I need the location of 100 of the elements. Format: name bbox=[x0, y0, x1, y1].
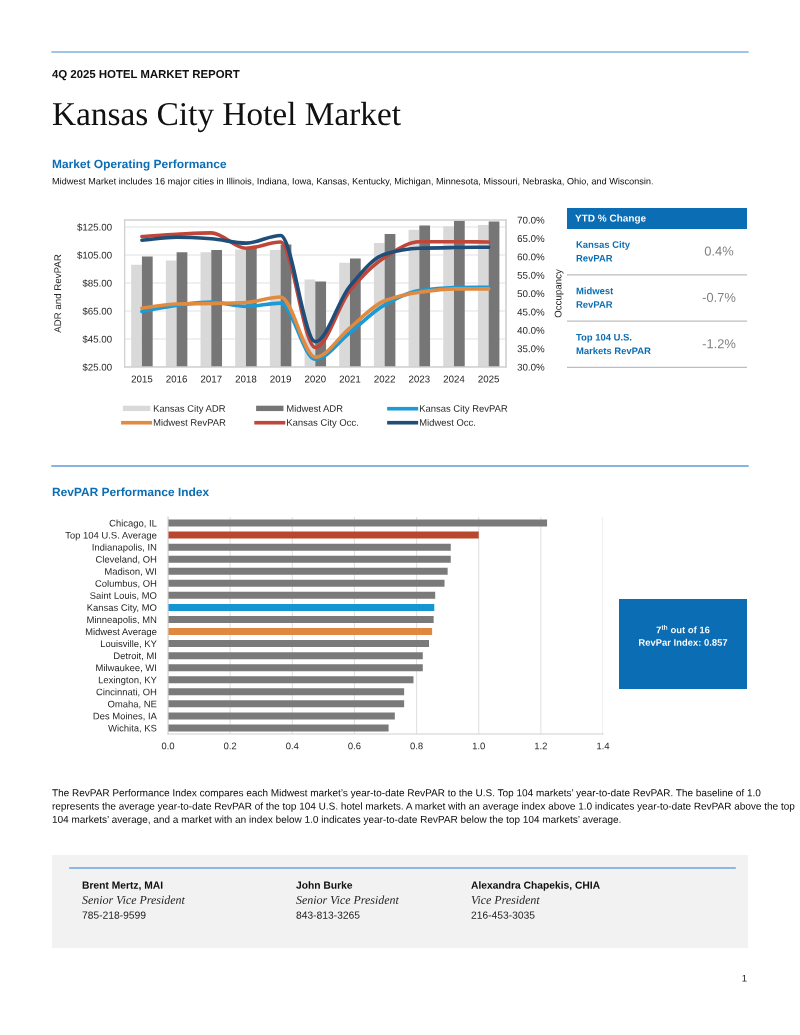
y-axis-title: ADR and RevPAR bbox=[54, 254, 62, 333]
text: 785-218-9599 bbox=[82, 911, 146, 919]
y-tick-label: Lexington, KY bbox=[98, 676, 157, 686]
bar bbox=[168, 555, 451, 563]
y-tick-label: Omaha, NE bbox=[108, 700, 157, 709]
text: 1 bbox=[742, 974, 747, 982]
y2-axis-title: Occupancy bbox=[554, 269, 564, 318]
y-tick-label: Madison, WI bbox=[105, 567, 157, 576]
y2-tick-label: 55.0% bbox=[517, 271, 545, 279]
text: Top 104 U.S. Markets RevPAR bbox=[576, 333, 651, 355]
x-tick-label: 2024 bbox=[443, 375, 465, 383]
y-tick-label: Kansas City, MO bbox=[87, 603, 157, 613]
bar bbox=[168, 579, 445, 587]
x-tick-label: 1.4 bbox=[597, 742, 610, 750]
y-tick-label: Minneapolis, MN bbox=[87, 616, 157, 625]
y-tick-label: Detroit, MI bbox=[114, 652, 157, 661]
bar bbox=[168, 700, 405, 708]
text: YTD % Change bbox=[575, 214, 646, 224]
x-tick-label: 2020 bbox=[304, 375, 326, 383]
text: Senior Vice President bbox=[82, 895, 186, 905]
x-tick-label: 2016 bbox=[166, 375, 187, 383]
y2-tick-label: 50.0% bbox=[517, 290, 545, 298]
bar bbox=[168, 519, 548, 527]
text: 0.4% bbox=[704, 246, 734, 256]
text: Alexandra Chapekis, CHIA bbox=[471, 881, 600, 891]
y-tick-label: Wichita, KS bbox=[108, 724, 157, 733]
text: Midwest RevPAR bbox=[576, 287, 614, 308]
text: John Burke bbox=[296, 881, 353, 889]
bar bbox=[168, 688, 405, 696]
bar bbox=[168, 628, 433, 636]
legend-label: Kansas City Occ. bbox=[287, 418, 358, 428]
bar bbox=[168, 531, 479, 539]
chart-subtitle: Midwest Market includes 16 major cities in Illinois, Indiana, Iowa, Kansas, Kentucky, Michigan, Minnesota, Missouri, Nebraska, Ohio, and Wisconsin. bbox=[52, 177, 653, 187]
y-tick-label: Chicago, IL bbox=[109, 519, 157, 529]
y-tick-label: $105.00 bbox=[77, 251, 112, 260]
bar bbox=[168, 652, 423, 660]
y-tick-label: $25.00 bbox=[82, 363, 112, 372]
bar bbox=[168, 664, 423, 672]
y-tick-label: $65.00 bbox=[82, 307, 112, 316]
y-tick-label: Indianapolis, IN bbox=[92, 543, 157, 553]
legend-label: Kansas City RevPAR bbox=[419, 404, 508, 414]
x-tick-label: 1.0 bbox=[472, 742, 485, 750]
text: -1.2% bbox=[702, 339, 736, 349]
bar bbox=[168, 543, 451, 551]
bar bbox=[168, 676, 414, 684]
y-tick-label: Midwest Average bbox=[85, 628, 157, 637]
y-tick-label: $125.00 bbox=[77, 223, 112, 232]
y-tick-label: Saint Louis, MO bbox=[90, 591, 157, 600]
x-tick-label: 0.8 bbox=[410, 742, 423, 750]
text: Vice President bbox=[471, 895, 540, 905]
x-tick-label: 2017 bbox=[200, 375, 222, 383]
bar bbox=[168, 724, 389, 732]
chart-title: Market Operating Performance bbox=[52, 159, 227, 171]
x-tick-label: 2023 bbox=[408, 375, 430, 383]
bar bbox=[168, 712, 395, 720]
text: Brent Mertz, MAI bbox=[82, 881, 163, 891]
y-tick-label: Louisville, KY bbox=[100, 640, 157, 649]
y2-tick-label: 60.0% bbox=[517, 253, 545, 261]
x-tick-label: 2018 bbox=[235, 375, 257, 383]
bar bbox=[168, 615, 434, 623]
y2-tick-label: 30.0% bbox=[517, 363, 545, 371]
y-tick-label: Cleveland, OH bbox=[95, 555, 157, 564]
bar bbox=[168, 567, 448, 575]
legend-label: Midwest ADR bbox=[287, 404, 343, 412]
x-tick-label: 2019 bbox=[270, 375, 291, 383]
y-tick-label: Columbus, OH bbox=[95, 579, 157, 588]
x-tick-label: 0.0 bbox=[161, 742, 175, 750]
y2-tick-label: 65.0% bbox=[517, 235, 545, 242]
x-tick-label: 2015 bbox=[131, 375, 153, 383]
y-tick-label: Top 104 U.S. Average bbox=[65, 531, 157, 541]
y2-tick-label: 35.0% bbox=[517, 345, 545, 353]
x-tick-label: 0.4 bbox=[286, 742, 299, 750]
x-tick-label: 1.2 bbox=[535, 742, 547, 750]
text: Senior Vice President bbox=[296, 895, 400, 905]
y2-tick-label: 45.0% bbox=[517, 308, 545, 316]
bar bbox=[168, 640, 429, 648]
x-tick-label: 2021 bbox=[339, 375, 361, 383]
text: 216-453-3035 bbox=[471, 911, 535, 919]
text: Kansas City Hotel Market bbox=[52, 101, 401, 133]
legend-label: Midwest Occ. bbox=[419, 418, 476, 426]
y-tick-label: Des Moines, IA bbox=[93, 712, 157, 721]
text: Kansas City RevPAR bbox=[576, 240, 631, 262]
x-tick-label: 0.6 bbox=[348, 742, 361, 750]
x-tick-label: 2022 bbox=[374, 375, 395, 383]
x-tick-label: 2025 bbox=[478, 375, 500, 383]
y2-tick-label: 70.0% bbox=[517, 216, 545, 224]
bar bbox=[168, 591, 436, 599]
chart-title: RevPAR Performance Index bbox=[52, 487, 210, 497]
text: 7$^{th}$ out of 16 bbox=[656, 624, 710, 634]
text: RevPar Index: 0.857 bbox=[639, 638, 728, 646]
y2-tick-label: 40.0% bbox=[517, 326, 545, 334]
text: 4Q 2025 HOTEL MARKET REPORT bbox=[52, 69, 240, 81]
legend-label: Midwest RevPAR bbox=[153, 418, 226, 426]
text: -0.7% bbox=[702, 292, 736, 302]
text: The RevPAR Performance Index compares each Midwest market’s year-to-date RevPAR to the U.S. Top 104 markets’ year-to-date RevPAR. The baseline of 1.0 represents the average year-to-date RevPAR of the top 104 U.S. hotel markets. A market with an average index above 1.0 indicates year-to-date RevPAR above the top 104 markets’ average, and a market with an index below 1.0 indicates year-to-date RevPAR below the top 104 markets’ average. bbox=[52, 789, 795, 825]
y-tick-label: Cincinnati, OH bbox=[96, 688, 157, 697]
y-tick-label: $85.00 bbox=[82, 279, 112, 288]
legend-label: Kansas City ADR bbox=[153, 404, 226, 414]
y-tick-label: Milwaukee, WI bbox=[96, 664, 157, 673]
bar bbox=[168, 603, 435, 611]
